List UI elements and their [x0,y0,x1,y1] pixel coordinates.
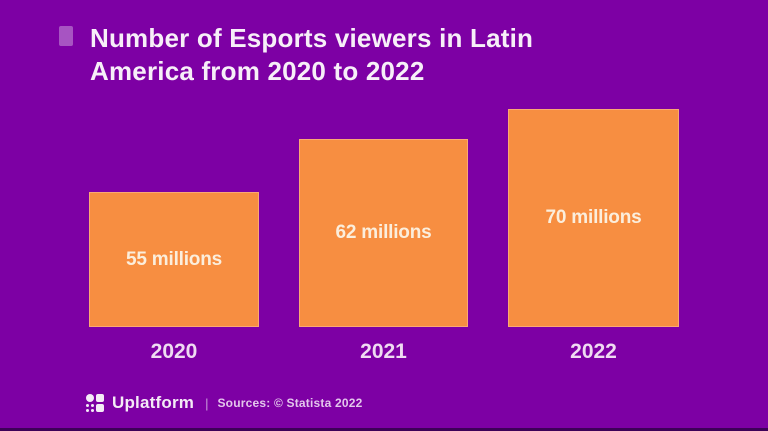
footer-separator: | [205,395,209,411]
uplatform-logo-icon [86,394,104,412]
brand-name: Uplatform [112,393,195,412]
bar-value-label-2021: 62 millions [335,222,432,243]
source-attribution: Sources: © Statista 2022 [217,396,363,410]
chart-title-line2: America from 2020 to 2022 [90,56,425,86]
bar-chart: 55 millions 62 millions 70 millions [89,0,679,327]
bar-2021: 62 millions [299,139,468,327]
x-axis-label-2022: 2022 [570,340,617,363]
chart-title-line1: Number of Esports viewers in Latin [90,23,534,53]
footer: Uplatform | Sources: © Statista 2022 [86,392,363,414]
bottom-edge-strip [0,428,768,431]
x-axis-label-2020: 2020 [150,340,198,363]
chart-title: Number of Esports viewers in Latin Ameri… [90,22,533,88]
bar-value-label-2020: 55 millions [125,248,222,270]
x-axis-label-2021: 2021 [360,340,407,363]
bar-group-2022: 70 millions [508,109,679,327]
chart-header: Number of Esports viewers in Latin Ameri… [59,22,533,88]
bar-group-2020: 55 millions [89,192,259,327]
bar-2022: 70 millions [508,109,679,327]
title-bullet-icon [59,26,73,46]
bar-2020: 55 millions [89,192,259,327]
bar-value-label-2022: 70 millions [545,207,642,228]
x-axis-labels: 2020 2021 2022 [89,340,679,366]
bar-group-2021: 62 millions [299,139,468,327]
